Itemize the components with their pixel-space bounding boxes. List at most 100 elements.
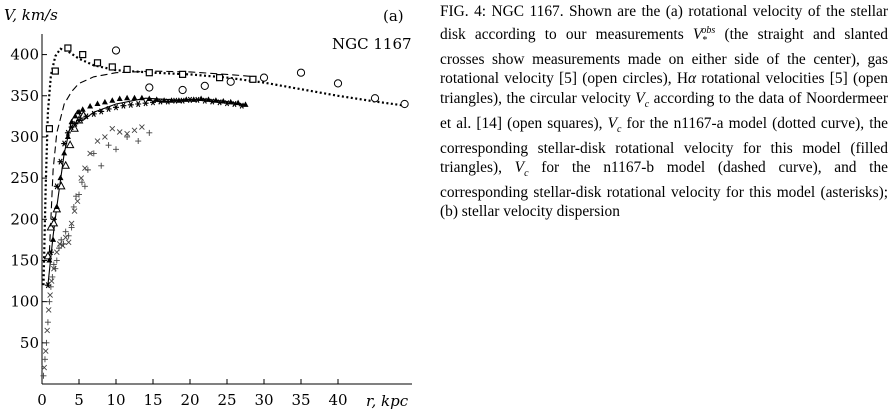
filled-triangle-marker xyxy=(94,100,101,106)
y-tick-label: 200 xyxy=(10,210,39,228)
slanted-cross-marker xyxy=(82,165,88,172)
caption-symbol-vc-3: V xyxy=(514,159,525,177)
asterisk-marker xyxy=(179,97,186,104)
open-triangle-marker xyxy=(56,181,66,190)
caption-symbol-vc-2: V xyxy=(607,114,617,132)
asterisk-marker xyxy=(61,140,68,147)
slanted-cross-marker xyxy=(68,220,75,227)
slanted-cross-marker xyxy=(56,241,63,247)
asterisk-marker xyxy=(105,105,112,113)
straight-cross-marker xyxy=(81,183,88,190)
straight-cross-marker xyxy=(78,179,85,186)
caption-text-5: for the n1167-a model (dotted curve), th… xyxy=(440,114,888,177)
y-axis-label: V, km/s xyxy=(4,6,58,24)
asterisk-marker xyxy=(120,102,127,109)
asterisk-marker xyxy=(164,98,171,105)
slanted-cross-marker xyxy=(78,175,85,181)
open-circle-marker xyxy=(200,81,209,90)
filled-triangle-marker xyxy=(72,112,79,119)
caption-text-6: for the n1167-b model (dashed curve), an… xyxy=(440,159,888,221)
asterisk-marker xyxy=(201,97,208,104)
asterisk-marker xyxy=(47,249,54,256)
slanted-cross-marker xyxy=(131,127,138,134)
open-square-marker xyxy=(45,125,54,133)
y-tick-label: 300 xyxy=(10,128,39,146)
straight-cross-marker xyxy=(146,129,153,136)
filled-triangle-marker xyxy=(109,97,116,103)
asterisk-marker xyxy=(231,100,238,108)
model-curves xyxy=(42,47,405,286)
slanted-cross-marker xyxy=(59,242,66,249)
straight-cross-marker xyxy=(50,261,57,268)
open-square-marker xyxy=(51,67,59,75)
y-axis-label-text: V, km/s xyxy=(4,6,58,24)
asterisk-marker xyxy=(216,99,223,106)
chart-labels: V, km/s (a) NGC 1167 r, kpc xyxy=(4,6,412,410)
straight-cross-marker xyxy=(113,146,119,153)
data-markers xyxy=(40,44,409,379)
slanted-cross-marker xyxy=(53,249,60,256)
x-axis-label: r, kpc xyxy=(366,392,409,410)
asterisk-marker xyxy=(90,110,97,117)
slanted-cross-marker xyxy=(65,239,72,246)
dotted-model-curve xyxy=(42,47,405,286)
caption-text-1: NGC 1167. Shown are the (a) rotational v… xyxy=(440,3,889,44)
asterisk-marker xyxy=(98,108,105,115)
caption-symbol-v: V xyxy=(692,26,703,44)
slanted-cross-marker xyxy=(44,327,50,334)
axes xyxy=(41,34,412,385)
straight-cross-marker xyxy=(90,150,97,157)
open-circle-marker xyxy=(370,94,380,103)
straight-cross-marker xyxy=(105,142,112,149)
open-circle-marker xyxy=(178,85,187,95)
slanted-cross-marker xyxy=(116,129,123,135)
filled-triangle-marker xyxy=(76,108,82,115)
open-circle-marker xyxy=(259,73,269,82)
filled-triangle-marker xyxy=(138,94,145,101)
straight-cross-marker xyxy=(40,372,47,379)
x-tick-label: 0 xyxy=(37,391,47,409)
straight-cross-marker xyxy=(44,319,51,326)
open-circle-marker xyxy=(145,83,154,92)
filled-triangle-marker xyxy=(153,96,160,102)
x-tick-label: 20 xyxy=(180,391,199,409)
asterisk-marker xyxy=(72,120,79,127)
x-tick-label: 30 xyxy=(254,391,273,409)
filled-triangle-marker xyxy=(175,97,182,103)
filled-triangle-marker xyxy=(64,133,71,139)
slanted-cross-marker xyxy=(94,138,101,144)
asterisk-marker xyxy=(53,183,60,190)
slanted-cross-marker xyxy=(47,292,53,298)
figure-caption: FIG. 4: NGC 1167. Shown are the (a) rota… xyxy=(440,2,888,221)
straight-cross-marker xyxy=(124,133,131,140)
y-tick-label: 150 xyxy=(10,251,39,269)
filled-triangle-marker xyxy=(79,106,86,112)
caption-text-4: according to the data of Noordermeer et … xyxy=(440,89,888,132)
straight-cross-marker xyxy=(68,224,75,231)
slanted-cross-marker xyxy=(139,124,145,130)
open-square-marker xyxy=(79,50,87,59)
x-tick-label: 25 xyxy=(217,391,236,409)
asterisk-marker xyxy=(83,113,90,120)
straight-cross-marker xyxy=(73,193,80,200)
filled-triangle-marker xyxy=(50,236,57,242)
open-square-marker xyxy=(64,44,72,52)
object-label: NGC 1167 xyxy=(332,35,412,53)
filled-triangle-marker xyxy=(116,95,123,102)
dashed-model-curve xyxy=(48,70,257,253)
slanted-cross-marker xyxy=(74,198,81,204)
open-circle-marker xyxy=(333,79,343,88)
x-tick-label: 10 xyxy=(106,391,125,409)
open-square-marker xyxy=(145,69,153,77)
caption-sub-c-1: c xyxy=(644,98,650,110)
filled-triangle-marker xyxy=(46,256,53,263)
x-tick-label: 35 xyxy=(291,391,310,409)
asterisk-marker xyxy=(194,96,201,103)
straight-cross-marker xyxy=(46,298,53,305)
asterisk-marker xyxy=(135,100,142,108)
filled-triangle-marker xyxy=(68,118,75,125)
slanted-cross-marker xyxy=(51,265,57,272)
filled-triangle-marker xyxy=(124,94,131,101)
asterisk-marker xyxy=(50,216,57,223)
straight-cross-marker xyxy=(76,191,82,198)
